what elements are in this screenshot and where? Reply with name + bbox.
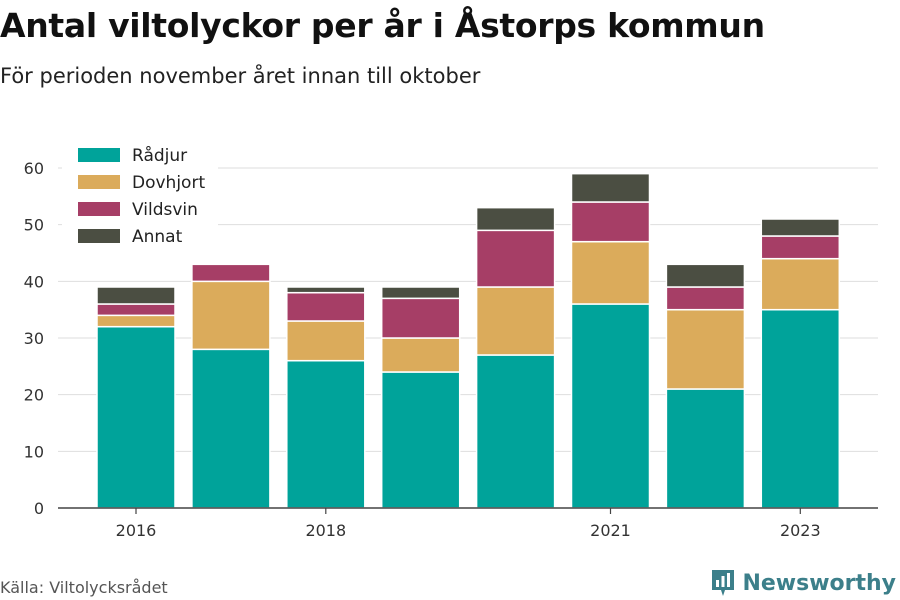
source-note: Källa: Viltolycksrådet [0, 578, 168, 597]
legend-label: Dovhjort [132, 173, 205, 193]
legend-swatch [78, 148, 120, 162]
bar-segment [191, 348, 271, 509]
bar-segment [665, 286, 746, 311]
newsworthy-logo-icon [712, 570, 735, 596]
legend-label: Rådjur [132, 145, 187, 166]
brand-logo[interactable]: Newsworthy [710, 568, 896, 598]
bar-segment [96, 314, 176, 328]
bar-segment [475, 229, 556, 288]
bar-segment [665, 388, 746, 509]
legend-label: Vildsvin [132, 200, 198, 220]
x-tick-label: 2023 [780, 521, 821, 540]
bar-segment [96, 303, 176, 317]
bar-segment [286, 359, 366, 509]
y-tick-label: 50 [24, 216, 44, 235]
bar-segment [286, 291, 366, 322]
bar-segment [570, 303, 651, 509]
bar-segment [475, 354, 556, 509]
bar-segment [570, 240, 651, 305]
y-tick-label: 0 [34, 499, 44, 518]
x-tick-label: 2016 [116, 521, 157, 540]
bar-segment [380, 337, 461, 373]
legend-swatch [78, 202, 120, 216]
stacked-bar-chart: 0 10 20 30 40 50 60 2016 2018 2021 2023 Rådjur Dovhj… [23, 145, 878, 540]
x-tick-label: 2018 [305, 521, 346, 540]
y-tick-label: 30 [24, 329, 44, 348]
chart-subtitle: För perioden november året innan till ok… [0, 64, 481, 88]
bar-segment [570, 172, 651, 203]
bar-segment [665, 263, 746, 288]
x-tick-label: 2021 [590, 521, 631, 540]
bar-segment [191, 263, 271, 283]
bar-segment [475, 206, 556, 232]
legend-swatch [78, 175, 120, 189]
bar-segment [286, 286, 366, 294]
brand-name: Newsworthy [742, 570, 896, 596]
bar-segment [760, 218, 841, 237]
y-tick-label: 10 [24, 442, 44, 461]
bar-segment [475, 286, 556, 356]
chart-title: Antal viltolyckor per år i Åstorps kommu… [0, 6, 765, 45]
bar-segment [760, 257, 841, 311]
bar-segment [286, 320, 366, 362]
y-tick-label: 40 [24, 272, 44, 291]
bar-segment [96, 286, 176, 305]
bar-segment [380, 286, 461, 300]
bar-segment [380, 371, 461, 509]
bar-segment [760, 308, 841, 509]
bar-segment [380, 297, 461, 339]
bar-segment [570, 201, 651, 243]
bar-segment [760, 235, 841, 260]
y-tick-label: 20 [24, 386, 44, 405]
bar-segment [96, 325, 176, 509]
legend-swatch [78, 229, 120, 243]
bar-segment [665, 308, 746, 390]
legend-label: Annat [132, 227, 183, 247]
bar-segment [191, 280, 271, 351]
y-tick-label: 60 [24, 159, 44, 178]
